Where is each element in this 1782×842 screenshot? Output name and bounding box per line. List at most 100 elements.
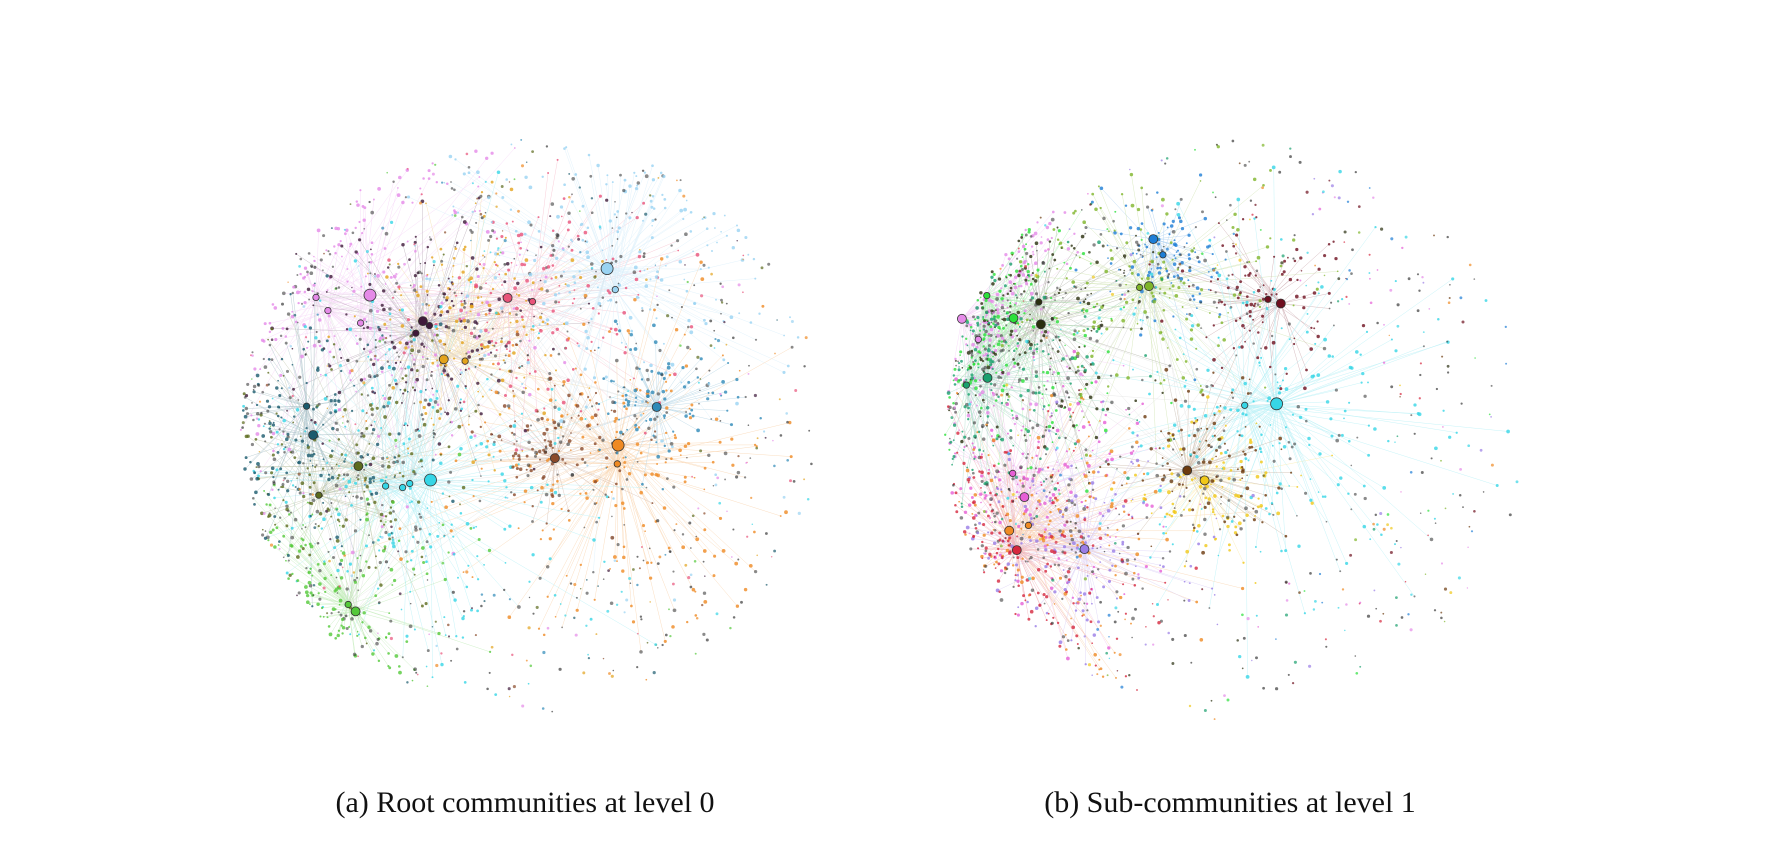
edge xyxy=(360,322,410,343)
edge xyxy=(1013,301,1039,360)
node xyxy=(590,340,593,343)
node xyxy=(681,533,685,536)
edge xyxy=(410,353,444,360)
node xyxy=(388,263,391,266)
node xyxy=(595,270,597,273)
edge xyxy=(1244,405,1306,614)
node xyxy=(691,475,693,478)
edge xyxy=(606,182,639,269)
node xyxy=(595,401,598,405)
edge xyxy=(348,595,376,605)
node xyxy=(369,272,372,275)
node xyxy=(455,241,459,245)
node xyxy=(352,289,356,293)
node xyxy=(307,570,312,575)
node xyxy=(614,416,618,421)
node xyxy=(532,325,535,328)
node xyxy=(397,262,400,266)
node xyxy=(478,334,481,338)
edge xyxy=(497,249,608,269)
edge xyxy=(269,344,314,436)
edge xyxy=(656,374,663,408)
node xyxy=(641,169,645,173)
node xyxy=(296,274,299,276)
edge xyxy=(429,325,449,401)
edge xyxy=(1028,525,1085,544)
edge xyxy=(415,333,446,413)
node xyxy=(351,231,355,235)
node xyxy=(654,264,657,266)
node xyxy=(651,164,654,168)
node xyxy=(503,588,506,592)
node xyxy=(678,188,682,193)
edge xyxy=(435,297,508,325)
node xyxy=(546,418,550,422)
node xyxy=(509,369,513,374)
node xyxy=(703,600,708,604)
node xyxy=(452,357,456,360)
edge xyxy=(274,546,356,612)
node xyxy=(436,364,440,368)
node xyxy=(424,602,428,606)
node xyxy=(532,329,535,331)
edge xyxy=(369,276,547,296)
edge xyxy=(1010,287,1042,325)
node xyxy=(478,209,481,212)
node xyxy=(377,632,379,634)
edge xyxy=(257,413,314,436)
node xyxy=(544,275,548,279)
node xyxy=(399,388,402,391)
edge xyxy=(1244,342,1449,406)
node xyxy=(354,481,358,485)
edge xyxy=(558,450,618,465)
edge xyxy=(1246,302,1277,404)
node xyxy=(279,373,283,377)
edge xyxy=(306,406,313,607)
edge xyxy=(1177,203,1277,404)
node xyxy=(318,597,322,601)
edge xyxy=(315,523,356,612)
node xyxy=(467,564,470,567)
edge xyxy=(283,536,356,612)
node xyxy=(330,574,333,577)
node xyxy=(426,357,429,360)
node xyxy=(564,614,567,617)
node xyxy=(479,329,483,333)
node xyxy=(694,590,697,593)
edge xyxy=(446,444,619,508)
edge xyxy=(554,396,589,459)
node xyxy=(374,491,379,496)
node xyxy=(663,206,667,210)
edge xyxy=(1111,480,1205,490)
edge xyxy=(1276,403,1319,493)
edge xyxy=(350,466,359,608)
node xyxy=(344,518,348,522)
node xyxy=(413,402,416,405)
edge xyxy=(430,479,457,637)
edge xyxy=(1024,351,1075,498)
edge xyxy=(1201,403,1277,510)
node xyxy=(432,393,435,396)
edge xyxy=(1002,287,1140,346)
edge xyxy=(385,485,429,651)
node xyxy=(457,452,462,457)
edge xyxy=(547,289,616,321)
node xyxy=(779,434,783,437)
edge xyxy=(1276,339,1392,404)
edge xyxy=(507,297,612,329)
edge xyxy=(561,415,619,446)
edge xyxy=(590,452,618,465)
edge xyxy=(1009,490,1029,526)
node xyxy=(557,352,561,356)
edge xyxy=(415,300,453,334)
edge xyxy=(409,483,475,528)
edge xyxy=(358,483,410,635)
node xyxy=(687,325,690,329)
node xyxy=(411,535,415,539)
node xyxy=(669,389,673,393)
edge xyxy=(1028,525,1085,604)
node xyxy=(434,324,438,329)
node xyxy=(509,424,513,428)
node xyxy=(512,389,515,392)
edge xyxy=(1100,207,1150,287)
